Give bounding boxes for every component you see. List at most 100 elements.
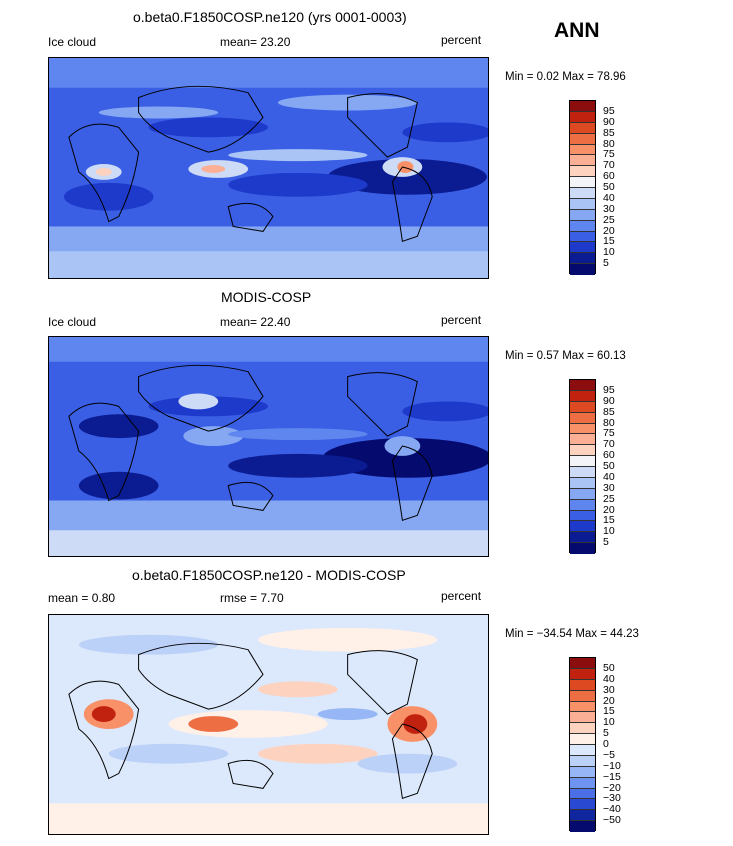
colorbar-tick-label: 20: [603, 694, 615, 707]
panel-3-colorbar: [569, 657, 596, 832]
colorbar-swatch: [570, 810, 595, 822]
panel-1-colorbar-swatches: [570, 101, 595, 275]
colorbar-tick-label: 60: [603, 449, 615, 462]
colorbar-swatch: [570, 390, 595, 402]
colorbar-swatch: [570, 668, 595, 680]
colorbar-swatch: [570, 177, 595, 188]
colorbar-tick-label: 5: [603, 727, 609, 740]
colorbar-swatch: [570, 122, 595, 134]
colorbar-tick-label: −30: [603, 792, 621, 805]
colorbar-tick-label: 85: [603, 126, 615, 139]
colorbar-tick-label: 20: [603, 224, 615, 237]
colorbar-swatch: [570, 209, 595, 221]
colorbar-tick-label: 50: [603, 661, 615, 674]
panel-1-map-svg: [49, 58, 488, 278]
colorbar-tick-label: 25: [603, 213, 615, 226]
colorbar-tick-label: 30: [603, 481, 615, 494]
colorbar-tick-label: 0: [603, 738, 609, 750]
colorbar-swatch: [570, 488, 595, 500]
colorbar-swatch: [570, 155, 595, 167]
colorbar-swatch: [570, 456, 595, 467]
panel-3-map-svg: [49, 615, 488, 834]
colorbar-swatch: [570, 532, 595, 544]
season-label: ANN: [554, 19, 600, 42]
colorbar-swatch: [570, 745, 595, 756]
panel-2-map: [48, 336, 489, 557]
panel-2-colorbar-swatches: [570, 380, 595, 554]
panel-3-mean-label: mean = 0.80: [48, 591, 116, 605]
colorbar-swatch: [570, 510, 595, 522]
colorbar-tick-label: 30: [603, 202, 615, 215]
colorbar-tick-label: 80: [603, 416, 615, 429]
colorbar-swatch: [570, 231, 595, 243]
colorbar-tick-label: 20: [603, 503, 615, 516]
colorbar-swatch: [570, 188, 595, 199]
panel-2-title: MODIS-COSP: [221, 289, 312, 305]
colorbar-tick-label: 15: [603, 235, 615, 248]
panel-1-minmax: Min = 0.02 Max = 78.96: [505, 71, 626, 83]
panel-2-mean-label: mean= 22.40: [220, 315, 291, 329]
colorbar-swatch: [570, 712, 595, 724]
colorbar-swatch: [570, 220, 595, 232]
colorbar-swatch: [570, 467, 595, 478]
colorbar-swatch: [570, 477, 595, 489]
colorbar-swatch: [570, 543, 595, 554]
colorbar-swatch: [570, 777, 595, 789]
panel-1-units-label: percent: [441, 33, 482, 47]
colorbar-tick-label: 90: [603, 394, 615, 407]
panel-1-map: [48, 57, 489, 279]
panel-1-variable-label: Ice cloud: [48, 35, 97, 49]
colorbar-swatch: [570, 144, 595, 156]
colorbar-swatch: [570, 401, 595, 413]
colorbar-tick-label: 90: [603, 115, 615, 128]
colorbar-tick-label: −20: [603, 781, 621, 794]
colorbar-swatch: [570, 434, 595, 446]
colorbar-tick-label: 95: [603, 383, 615, 396]
colorbar-tick-label: 40: [603, 672, 615, 685]
panel-3-map: [48, 614, 489, 835]
colorbar-swatch: [570, 766, 595, 778]
colorbar-swatch: [570, 734, 595, 745]
panel-2-minmax: Min = 0.57 Max = 60.13: [505, 350, 626, 362]
panel-1-title: o.beta0.F1850COSP.ne120 (yrs 0001-0003): [133, 9, 407, 25]
colorbar-swatch: [570, 253, 595, 265]
colorbar-swatch: [570, 799, 595, 811]
colorbar-swatch: [570, 701, 595, 713]
colorbar-swatch: [570, 412, 595, 424]
colorbar-tick-label: 50: [603, 181, 615, 193]
colorbar-swatch: [570, 198, 595, 210]
colorbar-swatch: [570, 658, 595, 669]
colorbar-swatch: [570, 679, 595, 691]
colorbar-tick-label: 10: [603, 525, 615, 538]
colorbar-tick-label: 80: [603, 137, 615, 150]
colorbar-swatch: [570, 788, 595, 800]
panel-3-rmse-label: rmse = 7.70: [220, 591, 284, 605]
colorbar-tick-label: 15: [603, 705, 615, 718]
panel-2-units-label: percent: [441, 313, 482, 327]
panel-3-units-label: percent: [441, 589, 482, 603]
colorbar-tick-label: 5: [603, 257, 609, 270]
colorbar-tick-label: 60: [603, 170, 615, 183]
colorbar-tick-label: 30: [603, 683, 615, 696]
colorbar-tick-label: 10: [603, 716, 615, 729]
panel-2-colorbar: [569, 379, 596, 554]
colorbar-tick-label: 40: [603, 191, 615, 204]
colorbar-tick-label: −10: [603, 759, 621, 772]
colorbar-swatch: [570, 499, 595, 511]
colorbar-swatch: [570, 821, 595, 832]
colorbar-swatch: [570, 111, 595, 123]
colorbar-tick-label: 95: [603, 104, 615, 117]
colorbar-tick-label: 70: [603, 438, 615, 451]
panel-3-colorbar-swatches: [570, 658, 595, 832]
colorbar-swatch: [570, 445, 595, 457]
colorbar-swatch: [570, 690, 595, 702]
colorbar-tick-label: 75: [603, 427, 615, 440]
colorbar-tick-label: 40: [603, 470, 615, 483]
colorbar-swatch: [570, 166, 595, 178]
colorbar-swatch: [570, 242, 595, 254]
colorbar-tick-label: −50: [603, 814, 621, 827]
colorbar-swatch: [570, 380, 595, 391]
colorbar-tick-label: 50: [603, 460, 615, 472]
panel-1-mean-label: mean= 23.20: [220, 35, 291, 49]
colorbar-tick-label: 10: [603, 246, 615, 259]
